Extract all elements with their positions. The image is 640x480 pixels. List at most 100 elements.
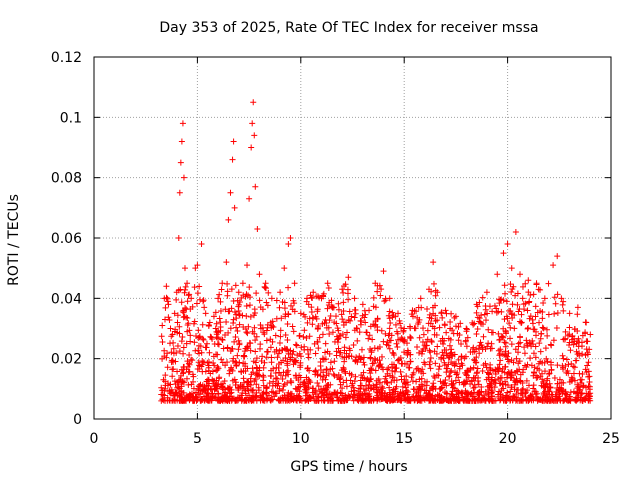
data-point bbox=[504, 389, 511, 396]
data-point bbox=[203, 396, 210, 403]
data-point bbox=[536, 340, 543, 347]
data-point bbox=[497, 374, 504, 381]
data-point bbox=[174, 379, 181, 386]
data-point bbox=[540, 397, 547, 404]
data-point bbox=[437, 338, 444, 345]
data-point bbox=[277, 333, 284, 340]
data-point bbox=[348, 313, 355, 320]
data-point bbox=[203, 382, 210, 389]
data-point bbox=[158, 391, 165, 398]
data-point bbox=[489, 387, 496, 394]
data-point bbox=[239, 280, 246, 287]
data-point bbox=[381, 392, 388, 399]
data-point bbox=[527, 355, 534, 362]
data-point bbox=[272, 375, 279, 382]
data-point bbox=[195, 347, 202, 354]
data-point bbox=[343, 383, 350, 390]
data-point bbox=[521, 306, 528, 313]
data-point bbox=[165, 301, 172, 308]
data-point bbox=[572, 357, 579, 364]
data-point bbox=[202, 310, 209, 317]
data-point bbox=[468, 390, 475, 397]
data-point bbox=[335, 345, 342, 352]
data-point bbox=[497, 336, 504, 343]
data-point bbox=[362, 390, 369, 397]
data-point bbox=[345, 316, 352, 323]
data-point bbox=[170, 366, 177, 373]
data-point bbox=[517, 371, 524, 378]
data-point bbox=[446, 342, 453, 349]
data-point bbox=[183, 375, 190, 382]
data-point bbox=[344, 329, 351, 336]
x-tick-label: 15 bbox=[395, 431, 413, 447]
data-point bbox=[315, 383, 322, 390]
data-point bbox=[494, 364, 501, 371]
data-point bbox=[273, 297, 280, 304]
data-point bbox=[580, 383, 587, 390]
data-point bbox=[395, 336, 402, 343]
data-point bbox=[570, 370, 577, 377]
data-point bbox=[506, 393, 513, 400]
data-point bbox=[346, 308, 353, 315]
data-point bbox=[244, 330, 251, 337]
data-point bbox=[331, 372, 338, 379]
data-point bbox=[578, 343, 585, 350]
data-point bbox=[339, 385, 346, 392]
axis-ticks bbox=[93, 56, 612, 420]
data-point bbox=[470, 345, 477, 352]
data-point bbox=[407, 335, 414, 342]
data-point bbox=[179, 396, 186, 403]
data-point bbox=[437, 378, 444, 385]
data-point bbox=[480, 333, 487, 340]
data-point bbox=[251, 306, 258, 313]
data-point bbox=[231, 338, 238, 345]
data-point bbox=[404, 340, 411, 347]
data-point bbox=[556, 376, 563, 383]
data-point bbox=[523, 363, 530, 370]
data-point bbox=[215, 397, 222, 404]
data-point bbox=[306, 315, 313, 322]
data-point bbox=[386, 295, 393, 302]
data-point bbox=[377, 292, 384, 299]
data-point bbox=[395, 393, 402, 400]
data-point bbox=[521, 350, 528, 357]
data-point bbox=[419, 366, 426, 373]
data-point bbox=[229, 156, 236, 163]
data-point bbox=[224, 359, 231, 366]
data-point bbox=[500, 297, 507, 304]
data-point bbox=[344, 395, 351, 402]
data-point bbox=[181, 363, 188, 370]
data-point bbox=[315, 397, 322, 404]
data-point bbox=[287, 356, 294, 363]
data-point bbox=[296, 388, 303, 395]
data-point bbox=[322, 316, 329, 323]
data-point bbox=[382, 373, 389, 380]
data-point bbox=[334, 394, 341, 401]
data-point bbox=[550, 262, 557, 269]
data-point bbox=[267, 319, 274, 326]
data-point bbox=[195, 359, 202, 366]
data-point bbox=[524, 342, 531, 349]
data-point bbox=[431, 397, 438, 404]
data-point bbox=[383, 341, 390, 348]
data-point bbox=[228, 286, 235, 293]
data-point bbox=[225, 308, 232, 315]
data-point bbox=[199, 335, 206, 342]
data-point bbox=[218, 286, 225, 293]
data-point bbox=[214, 366, 221, 373]
data-point bbox=[314, 372, 321, 379]
data-point bbox=[560, 298, 567, 305]
data-point bbox=[508, 341, 515, 348]
data-point bbox=[290, 348, 297, 355]
data-point bbox=[327, 359, 334, 366]
data-point bbox=[368, 347, 375, 354]
data-point bbox=[497, 350, 504, 357]
data-point bbox=[350, 342, 357, 349]
data-point bbox=[210, 313, 217, 320]
data-point bbox=[562, 328, 569, 335]
data-point bbox=[178, 338, 185, 345]
data-point bbox=[401, 336, 408, 343]
data-point bbox=[423, 382, 430, 389]
data-point bbox=[496, 361, 503, 368]
data-point bbox=[242, 293, 249, 300]
